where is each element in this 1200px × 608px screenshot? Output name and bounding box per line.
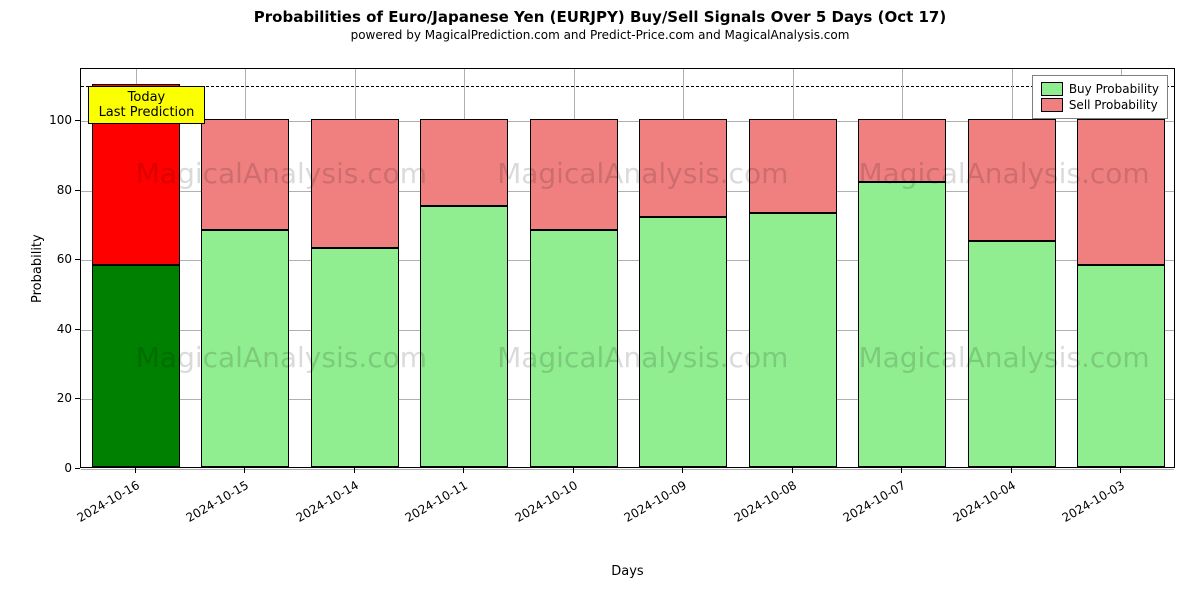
bar-sell bbox=[530, 119, 618, 230]
x-tick-label: 2024-10-14 bbox=[293, 478, 360, 525]
bar-buy bbox=[420, 206, 508, 467]
x-tick-label: 2024-10-15 bbox=[184, 478, 251, 525]
x-tick bbox=[1011, 468, 1012, 473]
x-tick bbox=[682, 468, 683, 473]
bar-buy bbox=[1077, 265, 1165, 467]
y-tick bbox=[75, 259, 80, 260]
bar-sell bbox=[201, 119, 289, 230]
x-axis-label: Days bbox=[80, 564, 1175, 579]
y-tick-label: 40 bbox=[32, 322, 72, 336]
y-tick bbox=[75, 190, 80, 191]
bar-group bbox=[530, 67, 618, 467]
x-tick bbox=[135, 468, 136, 473]
bar-sell bbox=[858, 119, 946, 182]
y-tick bbox=[75, 329, 80, 330]
bar-buy bbox=[311, 248, 399, 467]
bar-group bbox=[968, 67, 1056, 467]
x-tick bbox=[573, 468, 574, 473]
x-tick-label: 2024-10-08 bbox=[731, 478, 798, 525]
bar-buy bbox=[968, 241, 1056, 467]
x-tick bbox=[792, 468, 793, 473]
legend: Buy Probability Sell Probability bbox=[1032, 75, 1168, 119]
y-tick bbox=[75, 398, 80, 399]
y-tick bbox=[75, 120, 80, 121]
bar-sell bbox=[1077, 119, 1165, 265]
bar-sell bbox=[968, 119, 1056, 241]
legend-swatch bbox=[1041, 98, 1063, 112]
x-tick bbox=[463, 468, 464, 473]
bar-buy bbox=[92, 265, 180, 467]
y-tick-label: 100 bbox=[32, 113, 72, 127]
bar-sell bbox=[311, 119, 399, 248]
legend-swatch bbox=[1041, 82, 1063, 96]
plot-area: MagicalAnalysis.comMagicalAnalysis.comMa… bbox=[80, 68, 1175, 468]
bar-group bbox=[92, 67, 180, 467]
chart-title: Probabilities of Euro/Japanese Yen (EURJ… bbox=[0, 8, 1200, 26]
chart-subtitle: powered by MagicalPrediction.com and Pre… bbox=[0, 28, 1200, 42]
bar-group bbox=[1077, 67, 1165, 467]
bar-sell bbox=[749, 119, 837, 213]
bar-buy bbox=[639, 217, 727, 467]
x-tick-label: 2024-10-07 bbox=[841, 478, 908, 525]
x-tick bbox=[244, 468, 245, 473]
bar-buy bbox=[858, 182, 946, 467]
x-tick-label: 2024-10-11 bbox=[403, 478, 470, 525]
y-tick-label: 20 bbox=[32, 391, 72, 405]
y-tick bbox=[75, 468, 80, 469]
callout-line: Today bbox=[99, 90, 195, 105]
x-tick-label: 2024-10-04 bbox=[950, 478, 1017, 525]
bar-group bbox=[858, 67, 946, 467]
y-tick-label: 60 bbox=[32, 252, 72, 266]
x-tick-label: 2024-10-16 bbox=[74, 478, 141, 525]
y-axis-label: Probability bbox=[30, 234, 45, 303]
x-tick bbox=[901, 468, 902, 473]
legend-item: Sell Probability bbox=[1041, 98, 1159, 112]
legend-label: Sell Probability bbox=[1069, 98, 1158, 112]
x-tick bbox=[1120, 468, 1121, 473]
x-tick-label: 2024-10-09 bbox=[622, 478, 689, 525]
legend-label: Buy Probability bbox=[1069, 82, 1159, 96]
bar-group bbox=[639, 67, 727, 467]
y-tick-label: 0 bbox=[32, 461, 72, 475]
bar-buy bbox=[201, 230, 289, 467]
bar-group bbox=[749, 67, 837, 467]
legend-item: Buy Probability bbox=[1041, 82, 1159, 96]
bar-group bbox=[201, 67, 289, 467]
x-tick-label: 2024-10-03 bbox=[1060, 478, 1127, 525]
y-tick-label: 80 bbox=[32, 183, 72, 197]
bar-group bbox=[311, 67, 399, 467]
x-tick bbox=[354, 468, 355, 473]
today-callout: TodayLast Prediction bbox=[88, 86, 206, 124]
x-tick-label: 2024-10-10 bbox=[512, 478, 579, 525]
bar-group bbox=[420, 67, 508, 467]
bar-buy bbox=[530, 230, 618, 467]
bar-buy bbox=[749, 213, 837, 467]
bar-sell bbox=[420, 119, 508, 206]
callout-line: Last Prediction bbox=[99, 105, 195, 120]
bar-sell bbox=[639, 119, 727, 216]
